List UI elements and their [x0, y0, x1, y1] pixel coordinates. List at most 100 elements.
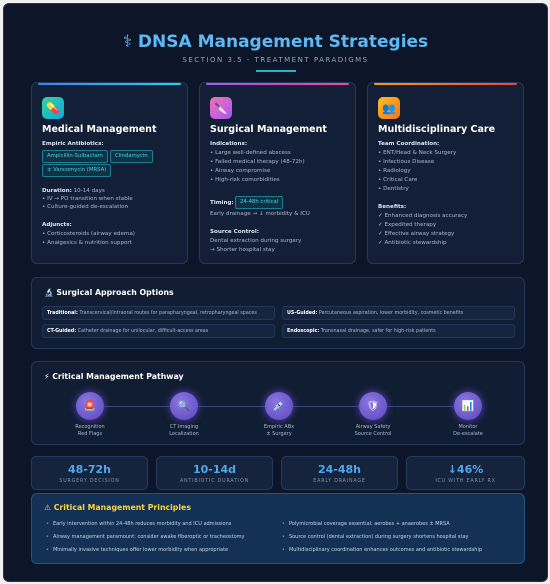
step-line: CT Imaging	[169, 424, 199, 430]
option-name: CT-Guided:	[47, 329, 77, 334]
section-title: 🔬 Surgical Approach Options	[44, 288, 174, 297]
benefit-item: ✓ Enhanced diagnosis accuracy	[378, 213, 468, 219]
infographic-frame: ⚕ DNSA Management Strategies SECTION 3.5…	[3, 3, 548, 582]
option-desc: Percutaneous aspiration, lower morbidity…	[318, 311, 464, 316]
option-desc: Transnasal drainage, safer for high-risk…	[320, 329, 436, 334]
step-label: Empiric ABx ± Surgery	[244, 424, 314, 437]
source-control-item: → Shorter hospital stay	[210, 247, 275, 253]
benefit-item: ✓ Expedited therapy	[378, 222, 437, 228]
card-title: Medical Management	[42, 124, 157, 135]
stat-value: 10-14d	[192, 463, 237, 476]
benefit-item: ✓ Effective airway strategy	[378, 231, 455, 237]
pathway-section: ⚡ Critical Management Pathway 🚨 Recognit…	[31, 361, 525, 445]
stat-antibiotic-duration: 10-14d ANTIBIOTIC DURATION	[156, 456, 273, 490]
step-label: CT Imaging Localization	[149, 424, 219, 437]
page-subtitle: SECTION 3.5 - TREATMENT PARADIGMS	[182, 56, 369, 64]
team-icon: 👥	[378, 97, 400, 119]
option-desc: Catheter drainage for unilocular, diffic…	[77, 329, 209, 334]
pill-icon: 💊	[42, 97, 64, 119]
step-line: ± Surgery	[266, 430, 292, 437]
monitor-chart-icon: 📊	[454, 392, 482, 420]
step-line: Red Flags	[77, 430, 103, 437]
step-line: De-escalate	[453, 430, 483, 437]
duration-value: 10-14 days	[73, 188, 105, 194]
card-title: Surgical Management	[210, 124, 327, 135]
adjuncts-label: Adjuncts:	[42, 222, 72, 228]
option-desc: Transcervical/intraoral routes for parap…	[79, 311, 257, 316]
team-item: • Critical Care	[378, 177, 418, 183]
chip-ampicillin: Ampicillin-Sulbactam	[42, 150, 108, 163]
team-item: • Dentistry	[378, 186, 409, 192]
step-line: Empiric ABx	[263, 424, 295, 430]
surgical-management-card: 🔪 Surgical Management Indications: • Lar…	[199, 82, 356, 264]
principle-item: Multidisciplinary coordination enhances …	[282, 547, 482, 553]
principle-item: Early intervention within 24-48h reduces…	[46, 521, 231, 527]
card-title: Multidisciplinary Care	[378, 124, 496, 135]
stat-label: SURGERY DECISION	[59, 479, 120, 484]
option-name: Endoscopic:	[287, 329, 320, 334]
card-accent-bar	[38, 83, 181, 85]
title-divider	[256, 70, 296, 72]
indications-label: Indications:	[210, 141, 248, 147]
principle-item: Source control (dental extraction) durin…	[282, 534, 469, 540]
team-item: • ENT/Head & Neck Surgery	[378, 150, 457, 156]
principle-item: Minimally invasive techniques offer lowe…	[46, 547, 228, 553]
timing-label: Timing:	[210, 200, 234, 206]
stat-icu-reduction: ↓46% ICU WITH EARLY RX	[406, 456, 525, 490]
scalpel-icon: 🔪	[210, 97, 232, 119]
indication-item: • High-risk comorbidities	[210, 177, 280, 183]
multidisciplinary-care-card: 👥 Multidisciplinary Care Team Coordinati…	[367, 82, 524, 264]
syringe-icon: 💉	[265, 392, 293, 420]
card-accent-bar	[374, 83, 517, 85]
stat-value: 24-48h	[317, 463, 361, 476]
duration-item: • Culture-guided de-escalation	[42, 204, 128, 210]
duration-line: Duration: 10-14 days	[42, 187, 105, 196]
step-label: Airway Safety Source Control	[338, 424, 408, 437]
step-line: Source Control	[354, 430, 392, 437]
stat-value: 48-72h	[67, 463, 111, 476]
indication-item: • Airway compromise	[210, 168, 271, 174]
source-control-label: Source Control:	[210, 229, 260, 235]
stat-label: EARLY DRAINAGE	[313, 479, 366, 484]
surgical-approach-section: 🔬 Surgical Approach Options Traditional:…	[31, 277, 525, 349]
step-line: Recognition	[75, 424, 105, 430]
medical-management-card: 💊 Medical Management Empiric Antibiotics…	[31, 82, 188, 264]
option-name: US-Guided:	[287, 311, 318, 316]
option-name: Traditional:	[47, 311, 78, 316]
team-item: • Infectious Disease	[378, 159, 435, 165]
option-ct-guided: CT-Guided: Catheter drainage for unilocu…	[42, 324, 275, 338]
benefits-label: Benefits:	[378, 204, 407, 210]
step-label: Recognition Red Flags	[55, 424, 125, 437]
step-line: Monitor	[458, 424, 478, 430]
antibiotics-label: Empiric Antibiotics:	[42, 141, 104, 147]
indication-item: • Failed medical therapy (48-72h)	[210, 159, 305, 165]
timing-chip: 24-48h critical	[235, 196, 284, 209]
step-line: Airway Safety	[355, 424, 391, 430]
magnifier-icon: 🔍	[170, 392, 198, 420]
duration-label: Duration:	[42, 188, 72, 194]
chip-clindamycin: Clindamycin	[110, 150, 153, 163]
step-label: Monitor De-escalate	[433, 424, 503, 437]
option-us-guided: US-Guided: Percutaneous aspiration, lowe…	[282, 306, 515, 320]
source-control-item: Dental extraction during surgery	[210, 238, 302, 244]
option-endoscopic: Endoscopic: Transnasal drainage, safer f…	[282, 324, 515, 338]
adjunct-item: • Corticosteroids (airway edema)	[42, 231, 135, 237]
page-title: ⚕ DNSA Management Strategies	[122, 32, 429, 52]
stat-surgery-decision: 48-72h SURGERY DECISION	[31, 456, 148, 490]
indication-item: • Large well-defined abscess	[210, 150, 291, 156]
principles-title: ⚠ Critical Management Principles	[44, 503, 191, 512]
shield-icon: 🛡	[359, 392, 387, 420]
stat-value: ↓46%	[447, 463, 484, 476]
principle-item: Polymicrobial coverage essential: aerobe…	[282, 521, 450, 527]
principle-item: Airway management paramount: consider aw…	[46, 534, 245, 540]
stat-early-drainage: 24-48h EARLY DRAINAGE	[281, 456, 398, 490]
section-title: ⚡ Critical Management Pathway	[44, 372, 184, 381]
adjunct-item: • Analgesics & nutrition support	[42, 240, 132, 246]
chip-vancomycin: ± Vancomycin (MRSA)	[42, 164, 112, 177]
benefit-item: ✓ Antibiotic stewardship	[378, 240, 447, 246]
card-accent-bar	[206, 83, 349, 85]
principles-section: ⚠ Critical Management Principles Early i…	[31, 493, 525, 564]
timing-text: Early drainage → ↓ morbidity & ICU	[210, 211, 310, 217]
duration-item: • IV → PO transition when stable	[42, 196, 133, 202]
stat-label: ICU WITH EARLY RX	[435, 479, 496, 484]
